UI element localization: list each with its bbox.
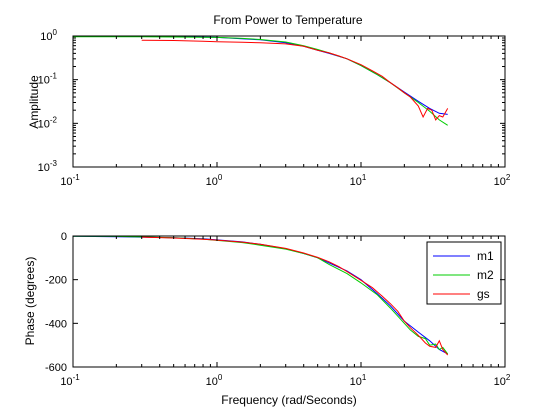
legend-label-m2: m2 <box>477 268 494 282</box>
legend-label-m1: m1 <box>477 249 494 263</box>
phase-y-tick-label: 0 <box>61 231 67 243</box>
phase-y-tick-label: -400 <box>45 318 67 330</box>
amplitude-x-tick-label: 10-1 <box>60 173 80 188</box>
legend-label-gs: gs <box>477 287 490 301</box>
amplitude-x-tick-label: 102 <box>494 173 511 188</box>
phase-axes-frame <box>72 235 506 368</box>
amplitude-x-tick-label: 100 <box>206 173 223 188</box>
phase-axes: Phase (degrees) Frequency (rad/Seconds) … <box>23 231 511 407</box>
phase-legend: m1 m2 gs <box>426 241 502 305</box>
amplitude-series-gs <box>141 39 449 121</box>
phase-x-tick-label: 101 <box>350 373 367 388</box>
amplitude-y-tick-label: 100 <box>40 28 57 43</box>
amplitude-y-tick-label: 10-2 <box>38 115 58 130</box>
phase-y-tick-label: -600 <box>45 362 67 374</box>
phase-x-tick-label: 100 <box>206 373 223 388</box>
phase-series-gs <box>141 236 449 356</box>
phase-plot-area <box>72 235 449 356</box>
amplitude-x-tick-label: 101 <box>350 173 367 188</box>
amplitude-y-tick-label: 10-1 <box>38 72 58 87</box>
phase-x-axis-label: Frequency (rad/Seconds) <box>221 393 356 407</box>
phase-x-tick-label: 10-1 <box>60 373 80 388</box>
chart-title: From Power to Temperature <box>213 13 362 27</box>
phase-x-tick-label: 102 <box>494 373 511 388</box>
phase-y-axis-label: Phase (degrees) <box>23 257 37 346</box>
amplitude-axes: From Power to Temperature Amplitude 10-1… <box>27 13 511 188</box>
amplitude-axes-frame <box>72 35 506 168</box>
amplitude-y-axis-label: Amplitude <box>27 75 41 129</box>
amplitude-y-tick-label: 10-3 <box>38 159 58 174</box>
phase-y-tick-label: -200 <box>45 275 67 287</box>
